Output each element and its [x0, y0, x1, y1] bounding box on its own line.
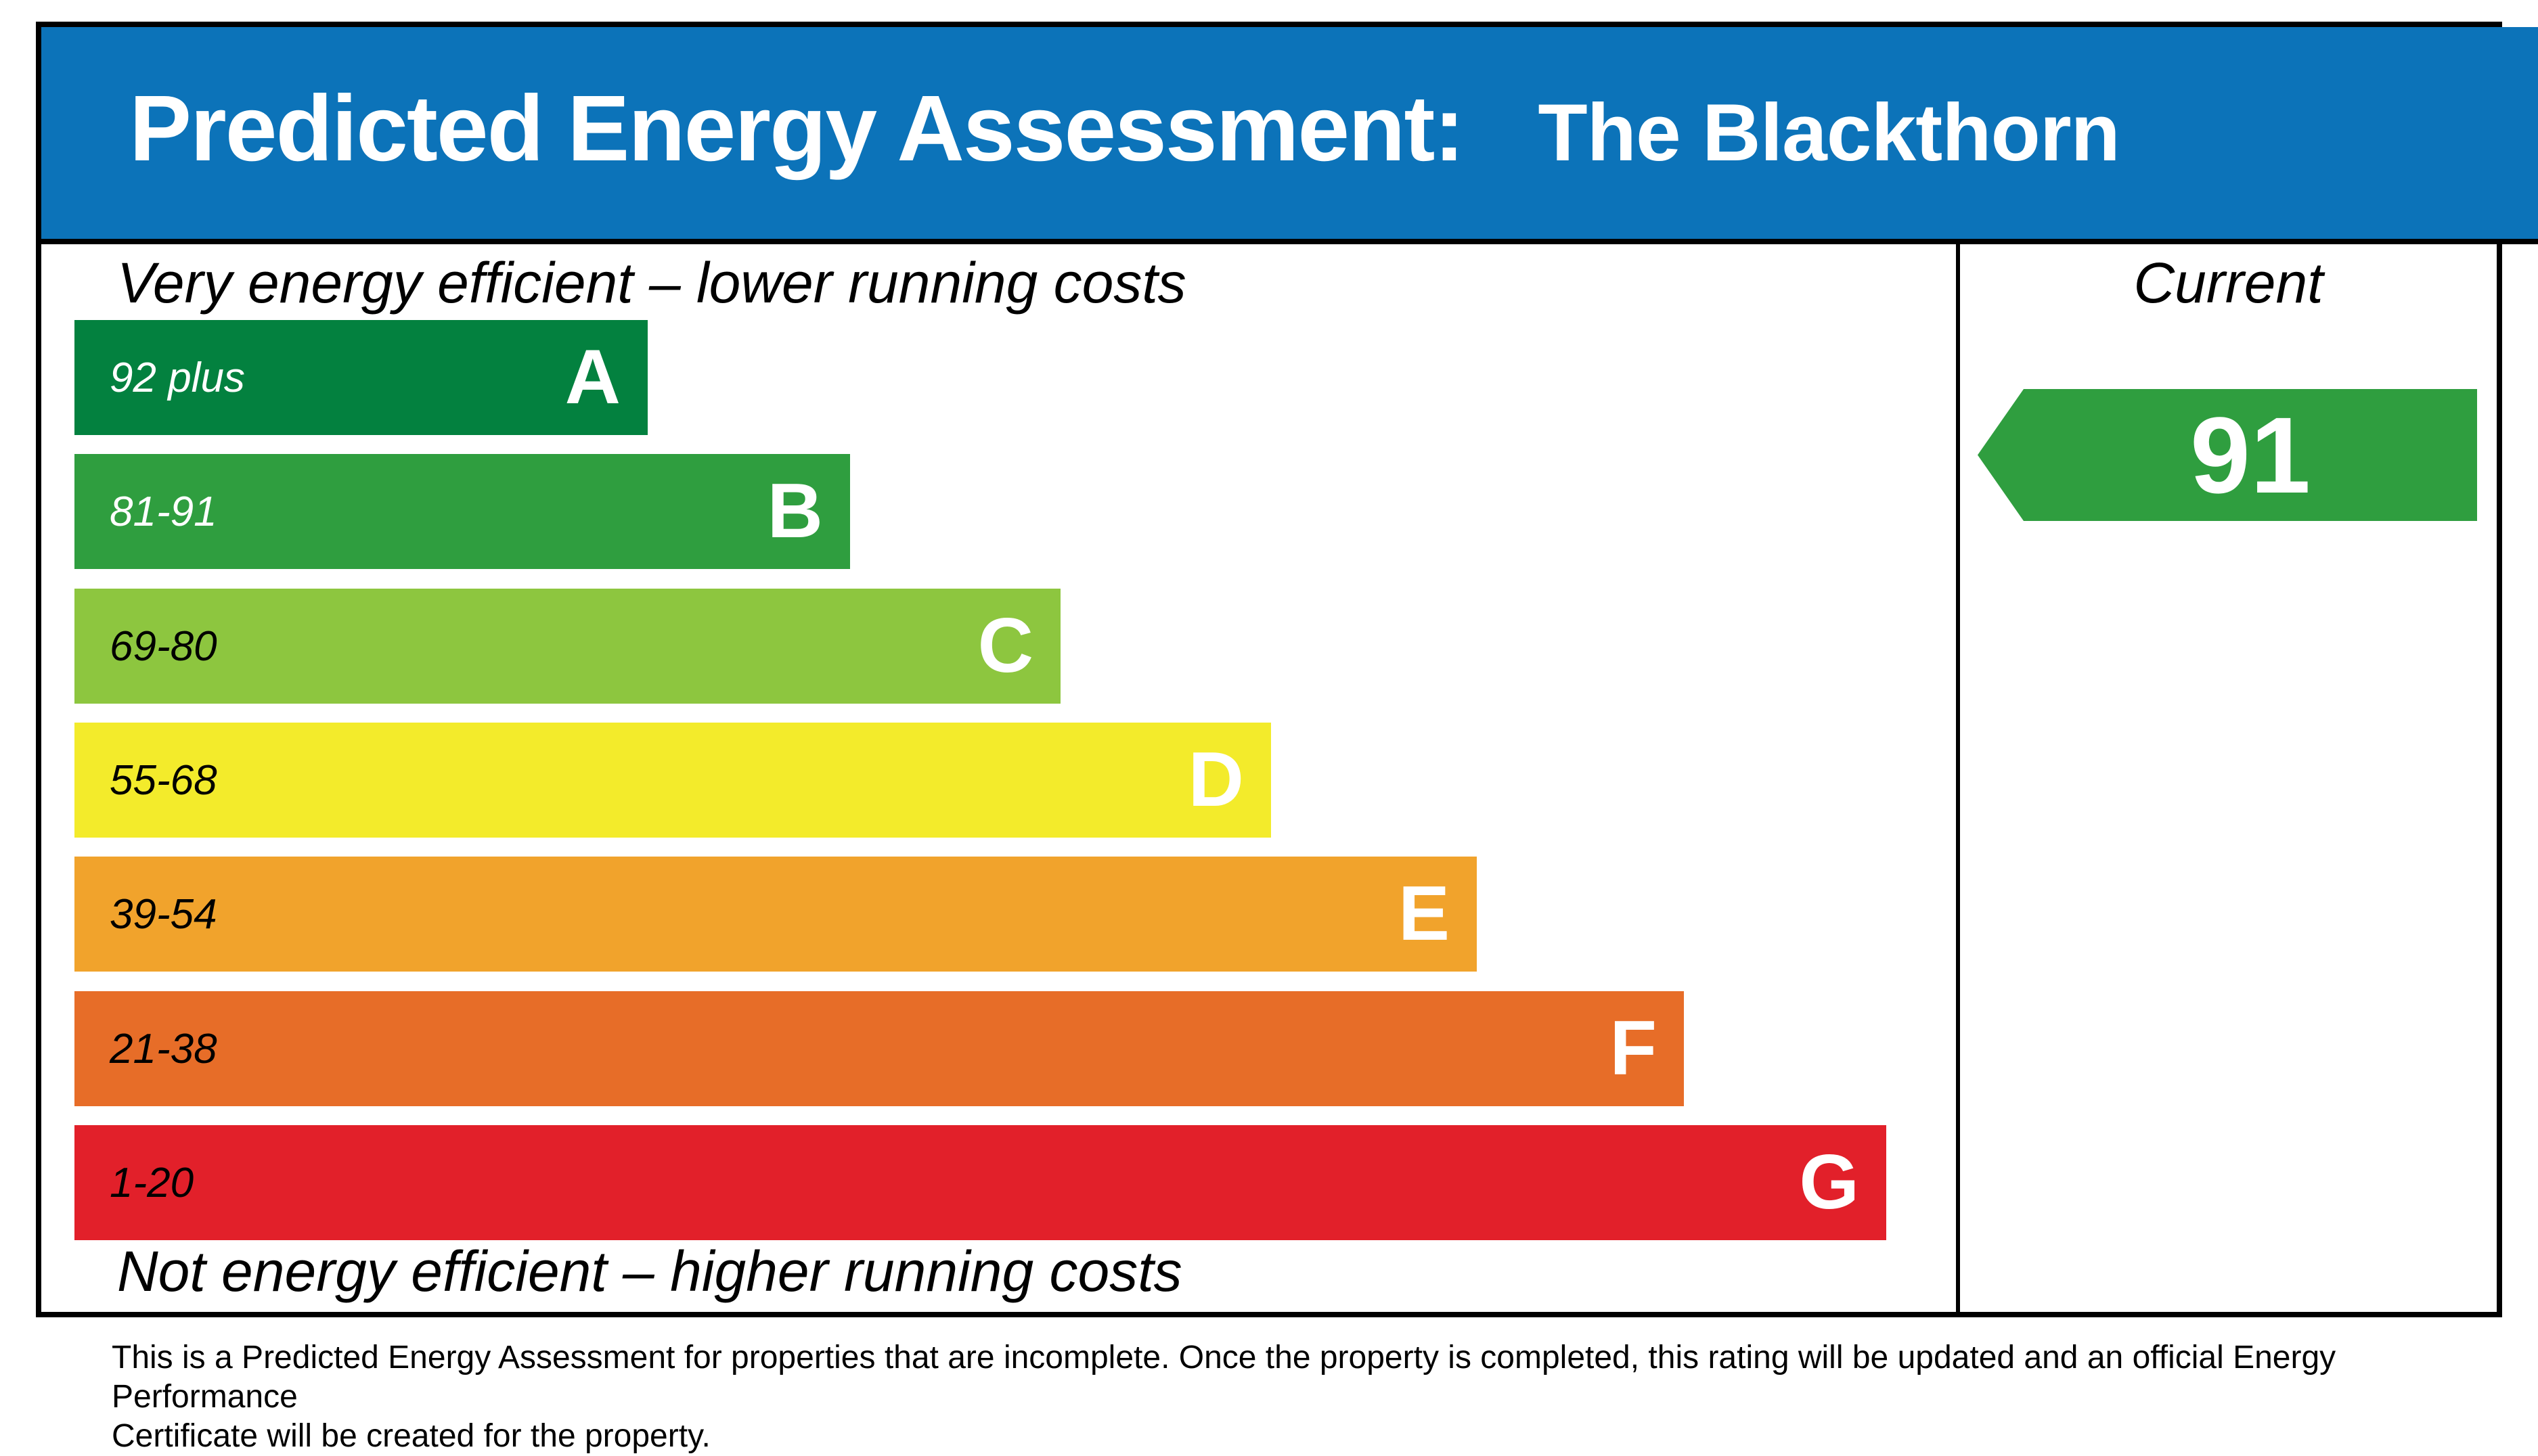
current-column-header: Current — [2133, 251, 2323, 315]
band-letter: B — [767, 468, 823, 554]
band-bar-d: 55-68 D — [74, 723, 1271, 838]
left-arrow-icon — [1978, 389, 2477, 521]
band-bar-b: 81-91 B — [74, 454, 850, 569]
panel-divider — [1956, 239, 1960, 1312]
band-letter: D — [1188, 737, 1244, 823]
band-bar-a: 92 plus A — [74, 320, 648, 435]
band-bar-g: 1-20 G — [74, 1125, 1886, 1240]
band-bar-f: 21-38 F — [74, 991, 1684, 1106]
page-title: Predicted Energy Assessment: — [129, 76, 1465, 181]
band-range: 92 plus — [110, 354, 245, 401]
band-bar-e: 39-54 E — [74, 857, 1477, 972]
band-range: 69-80 — [110, 622, 217, 670]
footer-note: This is a Predicted Energy Assessment fo… — [112, 1338, 2453, 1456]
band-range: 39-54 — [110, 890, 217, 938]
current-rating-value: 91 — [2190, 394, 2311, 516]
band-letter: A — [564, 334, 621, 420]
band-bar-c: 69-80 C — [74, 589, 1061, 704]
property-name: The Blackthorn — [1538, 87, 2120, 178]
band-letter: G — [1799, 1139, 1859, 1225]
band-range: 55-68 — [110, 756, 217, 804]
band-letter: C — [977, 603, 1033, 689]
band-letter: E — [1398, 871, 1450, 957]
band-range: 81-91 — [110, 488, 217, 535]
predicted-energy-assessment-page: { "header": { "title": "Predicted Energy… — [36, 22, 2538, 1454]
current-panel: Current 91 — [1960, 239, 2497, 1312]
band-range: 21-38 — [110, 1025, 217, 1072]
top-caption: Very energy efficient – lower running co… — [117, 251, 1186, 315]
current-rating-arrow: 91 — [1978, 389, 2477, 521]
band-range: 1-20 — [110, 1159, 194, 1206]
header-banner: Predicted Energy Assessment: The Blacktho… — [41, 27, 2538, 244]
footer-line-2: Certificate will be created for the prop… — [112, 1418, 711, 1454]
assessment-frame: Predicted Energy Assessment: The Blacktho… — [36, 22, 2538, 1317]
footer-line-1: This is a Predicted Energy Assessment fo… — [112, 1340, 2336, 1415]
band-letter: F — [1609, 1005, 1657, 1091]
bottom-caption: Not energy efficient – higher running co… — [117, 1239, 1182, 1303]
